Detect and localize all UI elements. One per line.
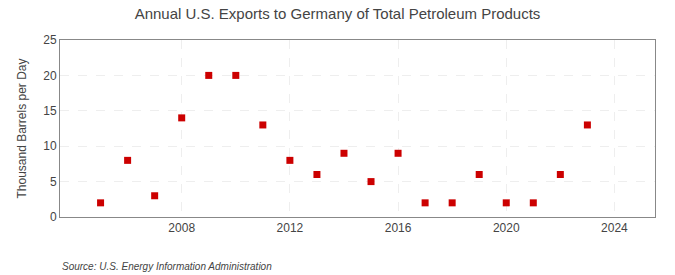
svg-text:5: 5 <box>50 175 57 189</box>
svg-text:2012: 2012 <box>277 221 304 235</box>
svg-text:25: 25 <box>43 33 57 47</box>
svg-text:2008: 2008 <box>168 221 195 235</box>
svg-text:15: 15 <box>43 104 57 118</box>
svg-text:2020: 2020 <box>493 221 520 235</box>
svg-text:Annual U.S. Exports to Germany: Annual U.S. Exports to Germany of Total … <box>135 5 541 22</box>
svg-text:Source: U.S. Energy Informatio: Source: U.S. Energy Information Administ… <box>62 261 272 272</box>
svg-text:10: 10 <box>43 139 57 153</box>
svg-text:Thousand Barrels per Day: Thousand Barrels per Day <box>15 58 29 198</box>
svg-text:0: 0 <box>50 210 57 224</box>
svg-text:20: 20 <box>43 69 57 83</box>
svg-text:2024: 2024 <box>601 221 628 235</box>
svg-text:2016: 2016 <box>385 221 412 235</box>
